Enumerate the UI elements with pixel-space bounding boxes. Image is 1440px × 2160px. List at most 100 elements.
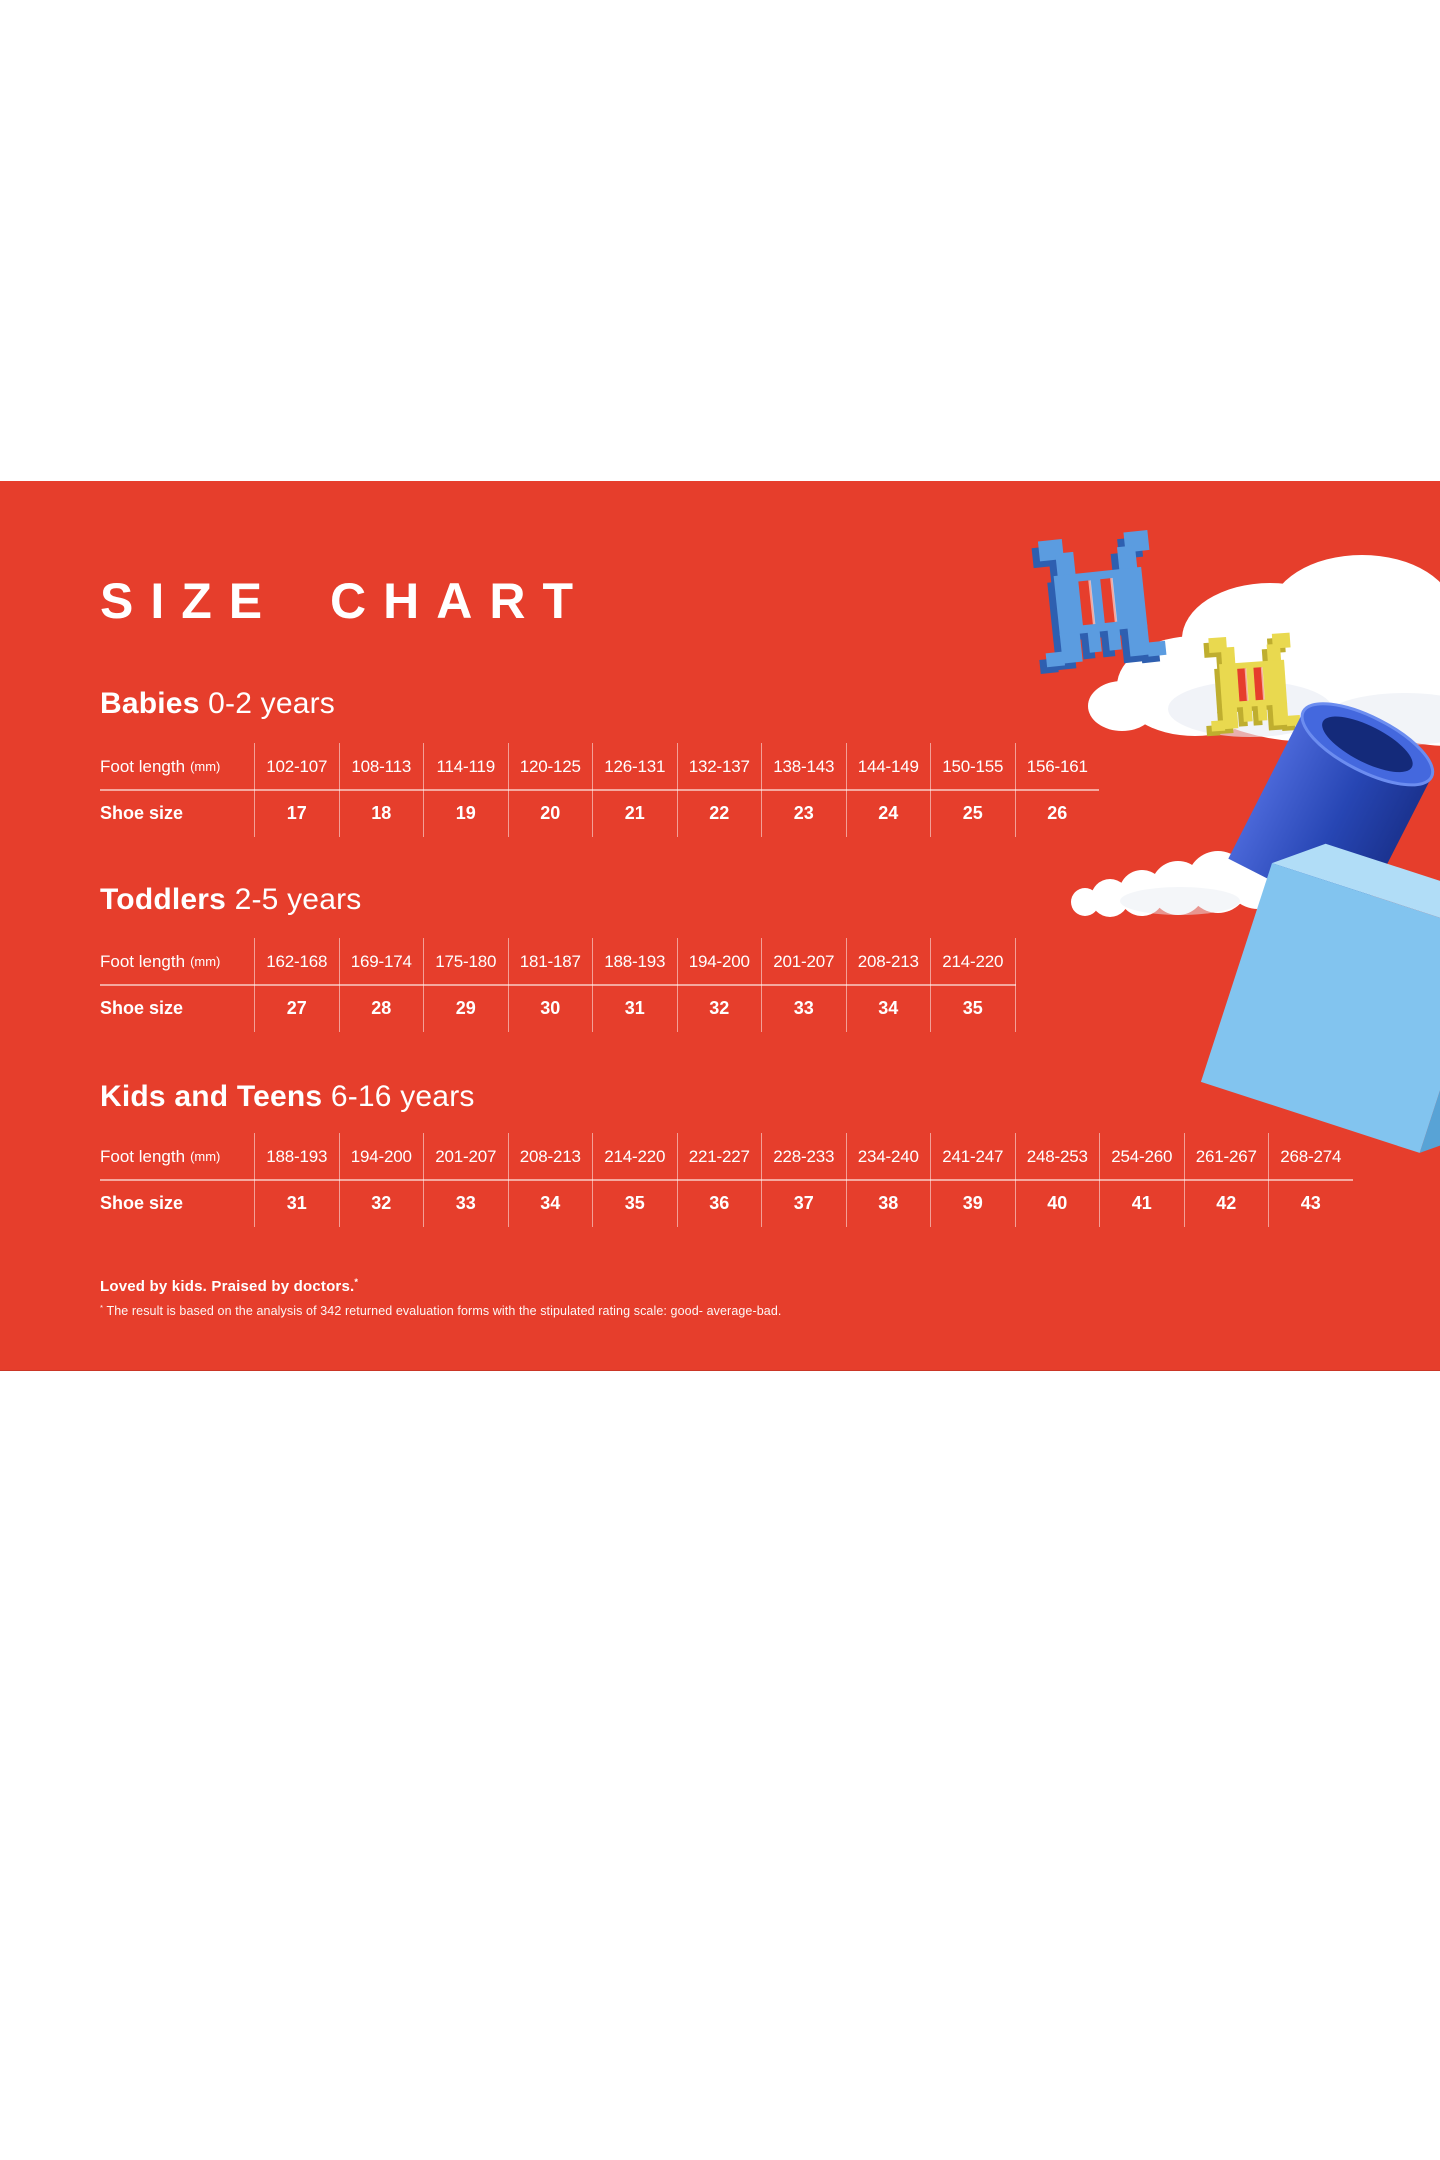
section-name: Toddlers (100, 883, 227, 916)
foot-length-cell: 150-155 (942, 756, 1004, 776)
claim-text-body: Loved by kids. Praised by doctors. (100, 1278, 355, 1295)
shoe-size-cell: 34 (878, 998, 899, 1018)
foot-length-cell: 188-193 (604, 951, 666, 971)
size-column: 214-220 35 (930, 938, 1016, 1032)
table-row-divider (100, 789, 1099, 791)
claim-asterisk: * (354, 1277, 359, 1287)
foot-length-cell: 248-253 (1026, 1146, 1088, 1166)
shoe-size-cell: 31 (624, 998, 645, 1018)
shoe-size-label: Shoe size (100, 998, 184, 1018)
shoe-size-cell: 28 (371, 998, 392, 1018)
foot-length-cell: 228-233 (773, 1146, 835, 1166)
foot-length-label: Foot length (100, 1146, 186, 1166)
shoe-size-cell: 18 (371, 803, 392, 823)
foot-length-cell: 194-200 (350, 1146, 412, 1166)
foot-length-cell: 114-119 (436, 756, 496, 776)
shoe-size-cell: 17 (286, 803, 307, 823)
footnote-text: * The result is based on the analysis of… (100, 1302, 782, 1318)
shoe-size-label-cell: Shoe size (100, 985, 254, 1032)
foot-length-cell: 234-240 (857, 1146, 919, 1166)
foot-length-cell: 268-274 (1280, 1146, 1342, 1166)
section-age-range: 6-16 years (330, 1080, 475, 1113)
foot-length-cell: 241-247 (942, 1146, 1004, 1166)
banner-decorations (1026, 529, 1440, 1153)
shoe-size-cell: 26 (1047, 803, 1068, 823)
shoe-size-cell: 25 (962, 803, 983, 823)
foot-length-cell: 132-137 (688, 756, 750, 776)
shoe-size-cell: 40 (1047, 1193, 1068, 1213)
section-header-toddlers: Toddlers 2-5 years (100, 880, 361, 920)
foot-length-cell: 254-260 (1111, 1146, 1173, 1166)
foot-length-cell: 208-213 (519, 1146, 581, 1166)
shoe-size-cell: 23 (793, 803, 814, 823)
foot-length-cell: 120-125 (519, 756, 581, 776)
foot-length-unit: (mm) (190, 954, 221, 969)
foot-length-cell: 126-131 (604, 756, 666, 776)
table-label-column: Foot length (mm) Shoe size (100, 938, 254, 1032)
foot-length-cell: 144-149 (857, 756, 919, 776)
page-title: SIZE CHART (100, 573, 590, 629)
footnote-asterisk: * (100, 1302, 104, 1312)
foot-length-cell: 188-193 (266, 1146, 328, 1166)
foot-length-cell: 208-213 (857, 951, 919, 971)
shoe-size-label-cell: Shoe size (100, 1180, 254, 1227)
foot-length-cell: 201-207 (435, 1146, 497, 1166)
shoe-size-cell: 21 (624, 803, 645, 823)
foot-length-label: Foot length (100, 756, 186, 776)
babies-size-table: Foot length (mm) Shoe size 102-107 17 108-113… (100, 743, 1099, 837)
shoe-size-cell: 43 (1300, 1193, 1321, 1213)
foot-length-label-cell: Foot length (mm) (100, 743, 254, 790)
section-header-babies: Babies 0-2 years (100, 684, 335, 724)
shoe-size-cell: 20 (540, 803, 561, 823)
section-age-range: 2-5 years (234, 883, 362, 916)
footnote-text-body: The result is based on the analysis of 3… (103, 1304, 782, 1318)
foot-length-cell: 162-168 (266, 951, 328, 971)
shoe-size-cell: 32 (371, 1193, 392, 1213)
shoe-size-cell: 24 (878, 803, 899, 823)
shoe-size-cell: 33 (793, 998, 814, 1018)
shoe-size-cell: 19 (455, 803, 476, 823)
foot-length-cell: 221-227 (688, 1146, 750, 1166)
table-row-divider (100, 984, 1016, 986)
shoe-size-cell: 36 (709, 1193, 730, 1213)
section-name: Kids and Teens (100, 1080, 323, 1113)
toddlers-size-table: Foot length (mm) Shoe size 162-168 27 169-174… (100, 938, 1016, 1032)
foot-length-cell: 181-187 (519, 951, 581, 971)
foot-length-label-cell: Foot length (mm) (100, 1133, 254, 1180)
foot-length-cell: 175-180 (435, 951, 497, 971)
table-label-column: Foot length (mm) Shoe size (100, 743, 254, 837)
shoe-size-cell: 42 (1216, 1193, 1237, 1213)
foot-length-cell: 108-113 (351, 756, 412, 776)
shoe-size-cell: 35 (962, 998, 983, 1018)
shoe-size-cell: 33 (455, 1193, 476, 1213)
shoe-size-label: Shoe size (100, 1193, 184, 1213)
section-age-range: 0-2 years (208, 687, 335, 720)
kids-teens-size-table: Foot length (mm) Shoe size 188-193 31 194-200… (100, 1133, 1353, 1227)
shoe-size-cell: 39 (962, 1193, 983, 1213)
foot-length-cell: 214-220 (942, 951, 1004, 971)
foot-length-cell: 214-220 (604, 1146, 666, 1166)
foot-length-cell: 261-267 (1195, 1146, 1257, 1166)
foot-length-label-cell: Foot length (mm) (100, 938, 254, 985)
size-column: 162-168 27 (254, 938, 339, 1032)
size-chart-banner: SIZE CHART Babies 0-2 years Foot length (… (0, 481, 1440, 1371)
shoe-size-cell: 29 (455, 998, 476, 1018)
foot-length-cell: 194-200 (688, 951, 750, 971)
rocket-block-graphic (1200, 702, 1440, 1153)
shoe-size-cell: 30 (540, 998, 561, 1018)
shoe-size-cell: 34 (540, 1193, 561, 1213)
shoe-size-cell: 41 (1131, 1193, 1152, 1213)
table-label-column: Foot length (mm) Shoe size (100, 1133, 254, 1227)
foot-length-cell: 169-174 (350, 951, 412, 971)
shoe-size-cell: 32 (709, 998, 730, 1018)
size-column: 120-125 20 (507, 743, 593, 837)
shoe-size-cell: 37 (793, 1193, 814, 1213)
shoe-size-cell: 35 (624, 1193, 645, 1213)
claim-text: Loved by kids. Praised by doctors.* (100, 1277, 359, 1295)
shoe-size-label-cell: Shoe size (100, 790, 254, 837)
foot-length-cell: 156-161 (1026, 756, 1088, 776)
foot-length-label: Foot length (100, 951, 186, 971)
table-row-divider (100, 1179, 1353, 1181)
shoe-size-cell: 27 (286, 998, 307, 1018)
